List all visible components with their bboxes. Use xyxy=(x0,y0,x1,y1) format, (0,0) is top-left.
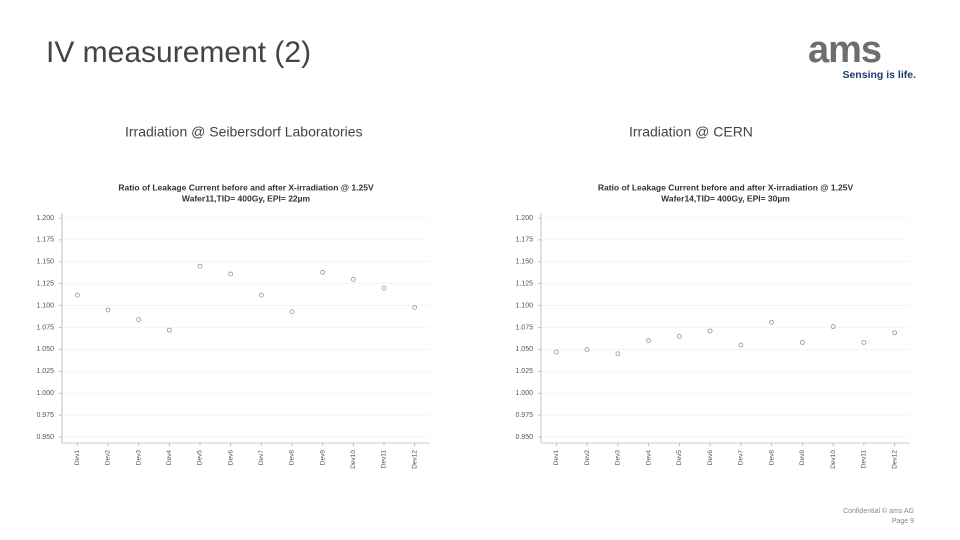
x-tick-label: Dev7 xyxy=(738,450,745,466)
point xyxy=(553,349,559,355)
point xyxy=(320,269,326,275)
footer-page: Page 9 xyxy=(892,518,914,525)
point xyxy=(830,324,836,330)
y-tick-label: 1.200 xyxy=(515,215,533,222)
x-tick-label: Dev5 xyxy=(676,450,683,466)
x-tick-label: Dev4 xyxy=(645,450,652,466)
point xyxy=(228,271,234,277)
logo-tagline: Sensing is life. xyxy=(842,69,916,81)
point xyxy=(136,317,142,323)
x-tick-label: Dev6 xyxy=(227,450,234,466)
x-tick-label: Dev2 xyxy=(105,450,112,466)
point xyxy=(166,327,172,333)
y-tick-label: 1.025 xyxy=(515,368,533,375)
x-tick-label: Dev10 xyxy=(350,450,357,469)
y-tick-label: 1.025 xyxy=(36,368,54,375)
point xyxy=(381,285,387,291)
y-tick-label: 1.150 xyxy=(36,259,54,266)
x-tick-label: Dev12 xyxy=(411,450,418,469)
panel-heading: Irradiation @ Seibersdorf Laboratories xyxy=(125,124,363,140)
point xyxy=(861,339,867,345)
x-tick-label: Dev2 xyxy=(584,450,591,466)
x-tick-label: Dev5 xyxy=(197,450,204,466)
point xyxy=(105,307,111,313)
y-tick-label: 1.050 xyxy=(515,346,533,353)
slide-title: IV measurement (2) xyxy=(46,36,311,69)
x-tick-label: Dev1 xyxy=(553,450,560,466)
chart-subtitle: Wafer11,TID= 400Gy, EPI= 22µm xyxy=(182,193,311,203)
y-tick-label: 0.975 xyxy=(515,412,533,419)
point xyxy=(676,333,682,339)
y-tick-label: 1.000 xyxy=(515,390,533,397)
y-tick-label: 0.975 xyxy=(36,412,54,419)
point xyxy=(707,328,713,334)
panel-heading: Irradiation @ CERN xyxy=(629,124,753,140)
point xyxy=(615,351,621,357)
footer-confidential: Confidential © ams AG xyxy=(843,507,914,515)
y-tick-label: 1.175 xyxy=(36,237,54,244)
y-tick-label: 1.150 xyxy=(515,259,533,266)
x-tick-label: Dev11 xyxy=(861,450,868,469)
y-tick-label: 0.950 xyxy=(36,434,54,441)
x-tick-label: Dev8 xyxy=(289,450,296,466)
x-tick-label: Dev12 xyxy=(891,450,898,469)
y-tick-label: 1.000 xyxy=(36,390,54,397)
y-tick-label: 1.125 xyxy=(36,281,54,288)
point xyxy=(584,346,590,352)
point xyxy=(892,330,898,336)
x-tick-label: Dev8 xyxy=(768,450,775,466)
y-tick-label: 1.100 xyxy=(515,302,533,309)
point xyxy=(197,263,203,269)
point xyxy=(412,304,418,310)
x-tick-label: Dev1 xyxy=(74,450,81,466)
point xyxy=(74,292,80,298)
point xyxy=(769,319,775,325)
point xyxy=(289,309,295,315)
point xyxy=(258,292,264,298)
y-tick-label: 1.125 xyxy=(515,281,533,288)
x-tick-label: Dev9 xyxy=(799,450,806,466)
point xyxy=(646,338,652,344)
point xyxy=(799,339,805,345)
x-tick-label: Dev6 xyxy=(707,450,714,466)
x-tick-label: Dev3 xyxy=(615,450,622,466)
chart-title: Ratio of Leakage Current before and afte… xyxy=(598,182,854,192)
point xyxy=(350,276,356,282)
logo: ams xyxy=(808,29,881,71)
x-tick-label: Dev10 xyxy=(830,450,837,469)
y-tick-label: 1.100 xyxy=(36,302,54,309)
x-tick-label: Dev7 xyxy=(258,450,265,466)
chart-title: Ratio of Leakage Current before and afte… xyxy=(118,182,374,192)
x-tick-label: Dev4 xyxy=(166,450,173,466)
y-tick-label: 1.075 xyxy=(515,324,533,331)
point xyxy=(738,342,744,348)
x-tick-label: Dev9 xyxy=(319,450,326,466)
y-tick-label: 1.175 xyxy=(515,237,533,244)
y-tick-label: 1.075 xyxy=(36,324,54,331)
y-tick-label: 1.200 xyxy=(36,215,54,222)
x-tick-label: Dev3 xyxy=(135,450,142,466)
chart-subtitle: Wafer14,TID= 400Gy, EPI= 30µm xyxy=(661,193,790,203)
y-tick-label: 0.950 xyxy=(515,434,533,441)
x-tick-label: Dev11 xyxy=(381,450,388,469)
y-tick-label: 1.050 xyxy=(36,346,54,353)
